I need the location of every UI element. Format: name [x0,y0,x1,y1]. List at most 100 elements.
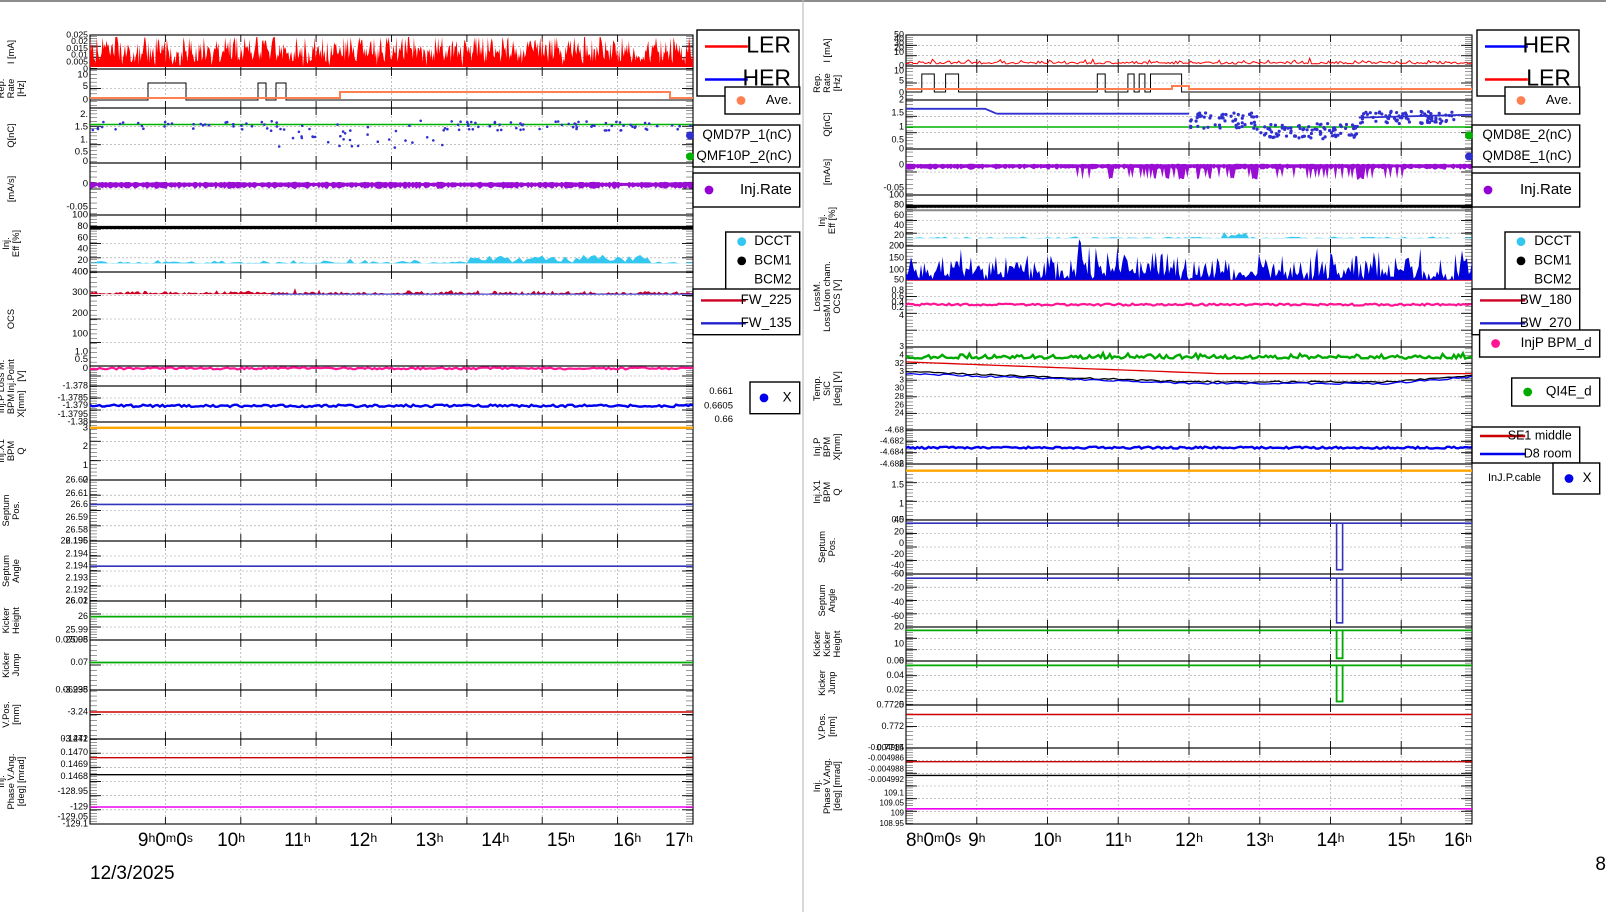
svg-text:10: 10 [894,638,904,648]
svg-text:InjP BPM_d: InjP BPM_d [1521,335,1592,350]
svg-text:2: 2 [899,458,904,468]
svg-text:FW_135: FW_135 [741,315,792,330]
svg-text:26.6: 26.6 [70,499,88,509]
svg-text:26.62: 26.62 [65,474,88,484]
svg-text:Eff [%]: Eff [%] [827,207,837,234]
svg-text:-20: -20 [891,549,904,559]
svg-text:[deg] [mrad]: [deg] [mrad] [16,757,26,807]
svg-text:8h0m0s: 8h0m0s [906,830,961,851]
svg-text:20: 20 [894,230,904,240]
svg-text:Angle: Angle [827,589,837,613]
svg-text:Kicker: Kicker [812,631,822,657]
svg-text:200: 200 [889,240,904,250]
svg-text:-60: -60 [891,611,904,621]
svg-text:Height: Height [11,607,21,634]
svg-text:Inj.Rate: Inj.Rate [1520,181,1572,198]
svg-text:0.6605: 0.6605 [704,400,733,411]
svg-text:Temp.: Temp. [812,376,822,401]
svg-text:Septum: Septum [817,531,827,563]
svg-text:20: 20 [894,526,904,536]
svg-text:1.5: 1.5 [891,480,904,490]
svg-text:0.1468: 0.1468 [60,771,88,781]
svg-text:LossM.: LossM. [812,282,822,312]
svg-text:2: 2 [899,94,904,104]
svg-text:LER: LER [746,32,791,58]
svg-text:QMF10P_2(nC): QMF10P_2(nC) [696,148,791,163]
svg-text:Inj.Point: Inj.Point [6,359,16,393]
svg-text:LossM.Ion cham.: LossM.Ion cham. [822,261,832,332]
svg-text:X: X [1583,470,1592,485]
svg-text:2.: 2. [80,109,88,120]
svg-text:Inj.: Inj. [812,780,822,792]
svg-text:[mA/s]: [mA/s] [822,159,832,185]
svg-text:0.772: 0.772 [881,721,904,731]
svg-text:109.1: 109.1 [884,789,905,798]
svg-text:0: 0 [899,159,904,169]
svg-text:9h0m0s: 9h0m0s [138,830,193,851]
svg-text:Q: Q [16,447,26,454]
svg-text:100: 100 [72,329,88,340]
svg-text:[deg] [V]: [deg] [V] [832,371,842,406]
svg-text:0.1471: 0.1471 [60,733,88,743]
svg-text:Rate: Rate [822,73,832,93]
svg-text:-4.682: -4.682 [880,435,904,445]
svg-text:26.61: 26.61 [65,488,88,498]
svg-text:100: 100 [889,265,904,275]
svg-text:BCM2: BCM2 [754,272,792,287]
svg-text:5: 5 [899,76,904,86]
svg-text:Inj.X1: Inj.X1 [812,480,822,504]
svg-text:4: 4 [899,310,904,320]
svg-text:BCM1: BCM1 [1534,252,1572,267]
svg-text:2.194: 2.194 [65,561,88,571]
svg-text:Ave.: Ave. [1546,92,1572,107]
svg-text:DCCT: DCCT [754,233,792,248]
svg-text:0.661: 0.661 [709,386,733,397]
svg-text:X[mm]: X[mm] [832,434,842,461]
svg-text:Kicker: Kicker [1,652,11,678]
svg-text:0: 0 [83,95,88,106]
svg-text:26.59: 26.59 [65,512,88,522]
svg-text:-20: -20 [891,583,904,593]
svg-text:24: 24 [895,408,905,418]
svg-text:Septum: Septum [817,584,827,616]
svg-text:100: 100 [889,189,904,199]
svg-text:Inj.: Inj. [817,214,827,226]
svg-text:BW_180: BW_180 [1520,292,1572,307]
svg-text:10: 10 [77,69,88,80]
svg-text:-0.004984: -0.004984 [868,743,905,752]
svg-text:0.07: 0.07 [70,657,88,667]
svg-text:X: X [783,389,792,404]
svg-text:1: 1 [899,121,904,131]
svg-text:2: 2 [83,441,88,452]
svg-text:Phase V.Ang.: Phase V.Ang. [822,758,832,814]
svg-text:1.5: 1.5 [75,122,88,133]
svg-text:40: 40 [894,220,904,230]
svg-text:200: 200 [72,308,88,319]
svg-text:0.1470: 0.1470 [60,747,88,757]
svg-text:Pos.: Pos. [11,501,21,520]
svg-text:Inj.Rate: Inj.Rate [740,181,792,198]
svg-text:FW_225: FW_225 [741,292,792,307]
svg-text:0: 0 [899,568,904,578]
svg-text:SE1 middle: SE1 middle [1508,428,1572,442]
svg-text:0.02: 0.02 [886,684,904,694]
svg-text:-0.004992: -0.004992 [868,775,905,784]
svg-text:0.7725: 0.7725 [876,699,904,709]
svg-text:108.95: 108.95 [880,819,905,828]
svg-text:Height: Height [832,630,842,657]
svg-text:20: 20 [77,255,88,266]
svg-text:I [mA]: I [mA] [822,38,832,62]
svg-text:Phase V.Ang.: Phase V.Ang. [6,754,16,810]
svg-text:-4.68: -4.68 [885,424,905,434]
svg-text:26.01: 26.01 [65,595,88,605]
svg-text:[mm]: [mm] [11,704,21,725]
svg-text:-0.004986: -0.004986 [868,754,905,763]
svg-text:Q: Q [832,488,842,495]
svg-text:BPM: BPM [822,482,832,502]
svg-text:BPM: BPM [6,394,16,414]
svg-text:1: 1 [899,499,904,509]
svg-text:26.58: 26.58 [65,524,88,534]
svg-text:0.07005: 0.07005 [55,634,88,644]
svg-text:8: 8 [1595,854,1606,875]
svg-text:Kicker: Kicker [1,608,11,634]
